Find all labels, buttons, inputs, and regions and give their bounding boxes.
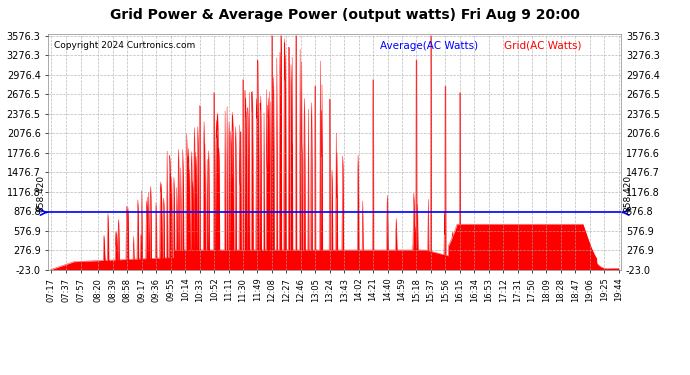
Text: Average(AC Watts): Average(AC Watts) xyxy=(380,41,479,51)
Text: Copyright 2024 Curtronics.com: Copyright 2024 Curtronics.com xyxy=(54,41,195,50)
Text: 858.420: 858.420 xyxy=(37,175,46,212)
Text: Grid Power & Average Power (output watts) Fri Aug 9 20:00: Grid Power & Average Power (output watts… xyxy=(110,8,580,21)
Text: 858.420: 858.420 xyxy=(624,175,633,212)
Text: Grid(AC Watts): Grid(AC Watts) xyxy=(504,41,581,51)
